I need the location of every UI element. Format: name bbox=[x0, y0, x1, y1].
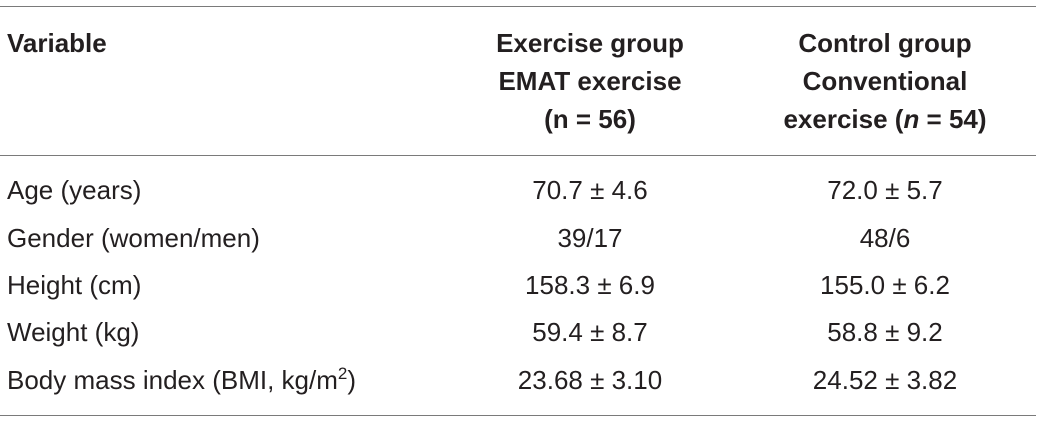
cell-variable-bmi-superscript: 2 bbox=[337, 364, 348, 383]
table-row: Gender (women/men) 39/17 48/6 bbox=[0, 221, 1040, 267]
cell-control: 155.0 ± 6.2 bbox=[820, 270, 950, 300]
cell-exercise: 59.4 ± 8.7 bbox=[532, 317, 648, 347]
cell-exercise: 70.7 ± 4.6 bbox=[532, 175, 648, 205]
cell-variable: Weight (kg) bbox=[7, 317, 140, 347]
table-row: Body mass index (BMI, kg/m2) 23.68 ± 3.1… bbox=[0, 363, 1040, 409]
table-top-rule bbox=[0, 6, 1036, 7]
header-variable: Variable bbox=[7, 28, 107, 58]
header-control-line-3-b: = 54) bbox=[919, 104, 987, 134]
header-control-line-2: Conventional bbox=[802, 66, 968, 96]
header-exercise-group: Exercise group EMAT exercise (n = 56) bbox=[440, 24, 740, 138]
header-exercise-line-1: Exercise group bbox=[496, 28, 684, 58]
cell-exercise: 39/17 bbox=[557, 223, 623, 253]
cell-variable: Body mass index (BMI, kg/m2) bbox=[7, 363, 356, 398]
table-row: Weight (kg) 59.4 ± 8.7 58.8 ± 9.2 bbox=[0, 315, 1040, 361]
cell-variable-bmi-suffix: ) bbox=[347, 365, 357, 395]
header-control-line-1: Control group bbox=[798, 28, 972, 58]
header-control-line-3: exercise (n = 54) bbox=[745, 100, 1025, 138]
header-control-line-3-a: exercise ( bbox=[783, 104, 904, 134]
cell-control: 48/6 bbox=[859, 223, 911, 253]
cell-variable-bmi: Body mass index (BMI, kg/m bbox=[7, 365, 338, 395]
cell-control: 72.0 ± 5.7 bbox=[827, 175, 943, 205]
cell-variable: Height (cm) bbox=[7, 270, 142, 300]
table-row: Height (cm) 158.3 ± 6.9 155.0 ± 6.2 bbox=[0, 268, 1040, 314]
table-bottom-rule bbox=[0, 415, 1036, 416]
cell-control: 58.8 ± 9.2 bbox=[827, 317, 943, 347]
cell-control: 24.52 ± 3.82 bbox=[812, 365, 958, 395]
header-exercise-line-3: (n = 56) bbox=[544, 104, 636, 134]
cell-variable: Gender (women/men) bbox=[7, 223, 260, 253]
header-exercise-line-2: EMAT exercise bbox=[498, 66, 682, 96]
cell-variable: Age (years) bbox=[7, 175, 142, 205]
header-control-group: Control group Conventional exercise (n =… bbox=[745, 24, 1025, 138]
table-header-rule bbox=[0, 155, 1036, 156]
table-row: Age (years) 70.7 ± 4.6 72.0 ± 5.7 bbox=[0, 173, 1040, 219]
cell-exercise: 158.3 ± 6.9 bbox=[525, 270, 655, 300]
header-control-n: n bbox=[903, 104, 920, 134]
cell-exercise: 23.68 ± 3.10 bbox=[517, 365, 663, 395]
